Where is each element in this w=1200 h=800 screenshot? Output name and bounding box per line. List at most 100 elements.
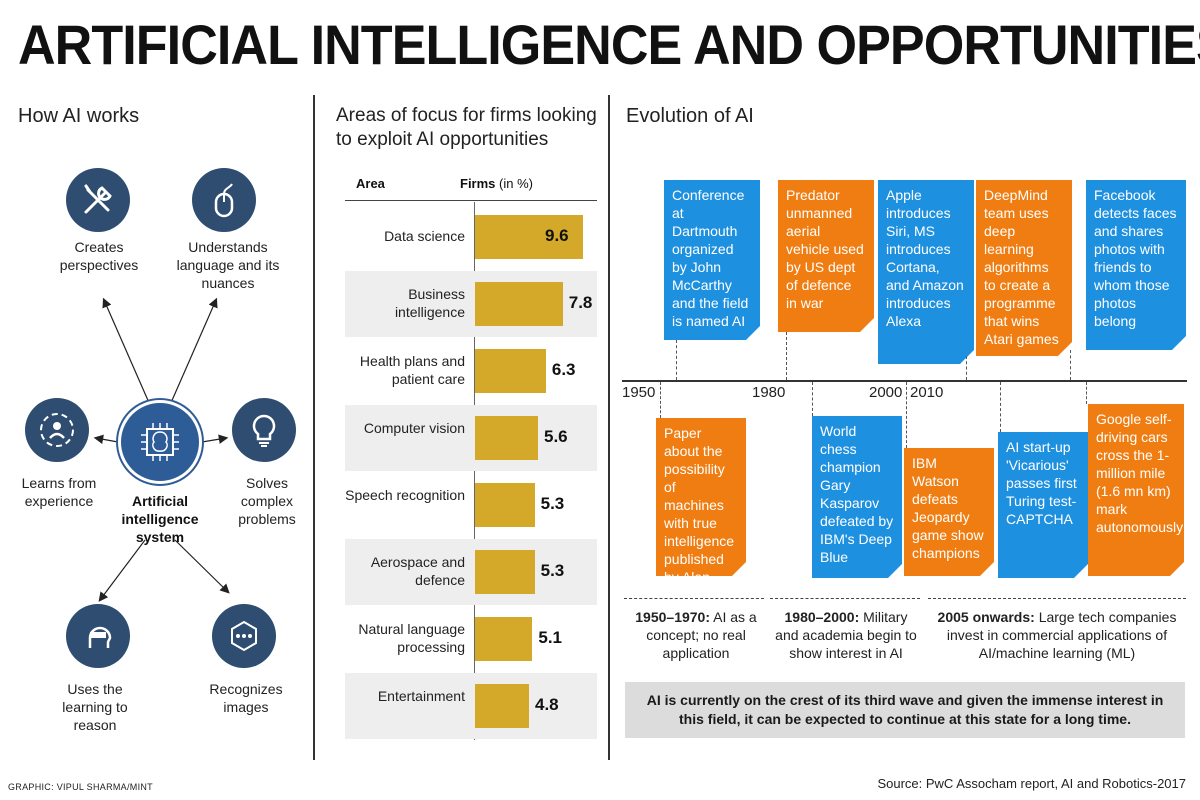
arrow-uses xyxy=(98,539,146,602)
source-note: Source: PwC Assocham report, AI and Robo… xyxy=(877,776,1186,791)
image-recognition-icon xyxy=(212,604,276,668)
how-ai-works-title: How AI works xyxy=(18,105,140,127)
era-2-desc: Military and academia begin to show inte… xyxy=(775,609,917,661)
bar xyxy=(475,483,535,527)
bar-row: Data science 9.6 xyxy=(345,204,597,270)
label-understands: Understands language and its nuances xyxy=(176,239,280,291)
bar xyxy=(475,550,535,594)
arrow-creates xyxy=(102,297,151,406)
year-1980: 1980 xyxy=(752,384,786,401)
era-1-desc: AI as a concept; no real application xyxy=(646,609,757,661)
bar-row: Health plans and patient care 6.3 xyxy=(345,338,597,404)
divider-right xyxy=(608,95,610,760)
era-2005-onwards: 2005 onwards: Large tech companies inves… xyxy=(930,608,1184,662)
label-creates: Creates perspectives xyxy=(59,239,139,273)
center-label: Artificial intelligence system xyxy=(121,493,199,545)
bar xyxy=(475,215,583,259)
bar xyxy=(475,684,529,728)
event-box-below: World chess champion Gary Kasparov defea… xyxy=(812,416,902,578)
lightbulb-icon xyxy=(232,398,296,462)
event-box-above: DeepMind team uses deep learning algorit… xyxy=(976,180,1072,356)
timeline-axis xyxy=(622,380,1187,382)
bar-value-label: 5.3 xyxy=(540,561,565,580)
year-1950: 1950 xyxy=(622,384,656,401)
bar-value-label: 9.6 xyxy=(545,226,569,245)
era-line-2 xyxy=(770,598,920,599)
chart-header-rule xyxy=(345,200,597,201)
bar-row: Entertainment 4.8 xyxy=(345,673,597,739)
event-box-above: Predator unmanned aerial vehicle used by… xyxy=(778,180,874,332)
bar-value-label: 5.1 xyxy=(538,628,563,647)
era-1-period: 1950–1970: xyxy=(635,609,711,625)
arrow-solves xyxy=(201,434,229,444)
label-learns: Learns from experience xyxy=(21,475,97,509)
network-person-icon xyxy=(25,398,89,462)
category-header: Area xyxy=(356,176,385,191)
timeline-connector xyxy=(1070,350,1071,380)
mouse-icon xyxy=(192,168,256,232)
event-box-above: Conference at Dartmouth organized by Joh… xyxy=(664,180,760,340)
era-3-desc: Large tech companies invest in commercia… xyxy=(946,609,1177,661)
timeline-connector xyxy=(1000,382,1001,432)
event-box-above: Apple introduces Siri, MS introduces Cor… xyxy=(878,180,974,364)
bar xyxy=(475,349,546,393)
event-box-below: IBM Watson defeats Jeopardy game show ch… xyxy=(904,448,994,576)
arrow-recognizes xyxy=(174,539,230,594)
bar-category-label: Business intelligence xyxy=(394,286,465,320)
event-box-below: Paper about the possibility of machines … xyxy=(656,418,746,603)
arrow-learns xyxy=(93,434,119,445)
bar-value-label: 7.8 xyxy=(568,293,593,312)
timeline-connector xyxy=(676,340,677,380)
label-uses: Uses the learning to reason xyxy=(62,681,128,733)
bar-value-label: 6.3 xyxy=(551,360,576,379)
value-header: Firms (in %) xyxy=(460,176,533,191)
bar xyxy=(475,617,533,661)
ai-chip-icon xyxy=(118,400,202,484)
main-title: ARTIFICIAL INTELLIGENCE AND OPPORTUNITIE… xyxy=(18,13,1200,76)
bar-value-label: 5.3 xyxy=(540,494,565,513)
bar-category-label: Health plans and patient care xyxy=(359,353,465,387)
timeline-connector xyxy=(906,382,907,448)
era-3-period: 2005 onwards: xyxy=(937,609,1035,625)
chart-title: Areas of focus for firms looking to expl… xyxy=(336,105,597,150)
bar-row: Speech recognition 5.3 xyxy=(345,472,597,538)
value-header-unit: (in %) xyxy=(499,176,533,191)
bar-category-label: Data science xyxy=(384,228,465,244)
bar-category-label: Natural language processing xyxy=(358,621,465,655)
label-solves: Solves complex problems xyxy=(238,475,296,527)
graphic-credit: GRAPHIC: VIPUL SHARMA/MINT xyxy=(8,782,153,792)
summary-box: AI is currently on the crest of its thir… xyxy=(625,682,1185,738)
bar-value-label: 4.8 xyxy=(535,695,559,714)
timeline-connector xyxy=(786,332,787,380)
era-line-1 xyxy=(624,598,764,599)
timeline-connector xyxy=(812,382,813,416)
era-1980-2000: 1980–2000: Military and academia begin t… xyxy=(772,608,920,662)
bar-category-label: Entertainment xyxy=(377,688,465,704)
event-box-above: Facebook detects faces and shares photos… xyxy=(1086,180,1186,350)
bar xyxy=(475,282,563,326)
timeline-connector xyxy=(660,382,661,418)
year-2010: 2010 xyxy=(910,384,944,401)
bar-value-label: 5.6 xyxy=(544,427,568,446)
era-line-3 xyxy=(928,598,1186,599)
tools-icon xyxy=(66,168,130,232)
era-2-period: 1980–2000: xyxy=(784,609,860,625)
divider-left xyxy=(313,95,315,760)
bar-row: Natural language processing 5.1 xyxy=(345,606,597,672)
bar-category-label: Aerospace and defence xyxy=(370,554,465,588)
how-ai-arrows xyxy=(93,297,230,602)
arrow-understands xyxy=(169,297,218,406)
event-box-below: Google self-driving cars cross the 1-mil… xyxy=(1088,404,1184,576)
event-box-below: AI start-up 'Vicarious' passes first Tur… xyxy=(998,432,1088,578)
year-2000: 2000 xyxy=(869,384,903,401)
bar-row: Aerospace and defence 5.3 xyxy=(345,539,597,605)
bar-category-label: Computer vision xyxy=(363,420,465,436)
era-1950-1970: 1950–1970: AI as a concept; no real appl… xyxy=(628,608,764,662)
bar-category-label: Speech recognition xyxy=(345,487,465,503)
value-header-label: Firms xyxy=(460,176,496,191)
bar-row: Computer vision 5.6 xyxy=(345,405,597,471)
label-recognizes: Recognizes images xyxy=(209,681,283,715)
chart-axis-line xyxy=(474,202,475,740)
evolution-title: Evolution of AI xyxy=(626,105,754,127)
vr-head-icon xyxy=(66,604,130,668)
